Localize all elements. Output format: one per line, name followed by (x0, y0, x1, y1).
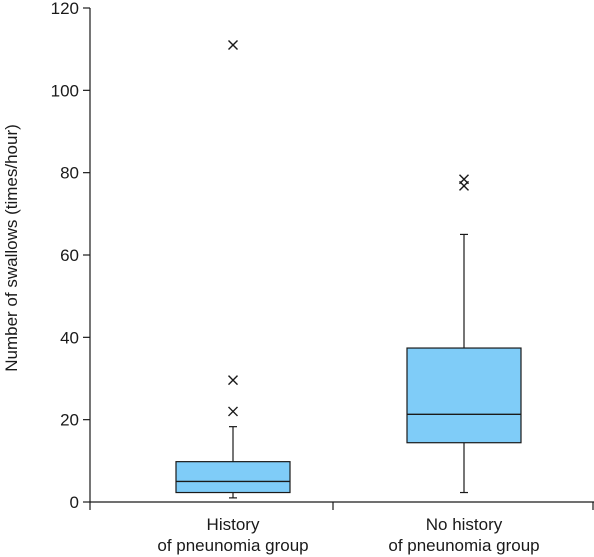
y-tick-label: 60 (60, 246, 79, 265)
y-axis-title: Number of swallows (times/hour) (2, 124, 21, 372)
outlier-marker (228, 375, 238, 386)
outlier-marker (228, 40, 238, 51)
y-tick-label: 80 (60, 164, 79, 183)
box-group (406, 174, 522, 494)
category-label-no-history-line2: of pneunomia group (388, 536, 539, 555)
y-tick-label: 120 (51, 0, 79, 18)
y-tick-label: 0 (70, 493, 79, 512)
y-axis: 0 20 40 60 80 100 120 Number of swallows (time… (2, 0, 91, 512)
y-tick-label: 40 (60, 328, 79, 347)
y-tick-label: 20 (60, 411, 79, 430)
category-label-no-history: No history (426, 515, 503, 534)
iqr-box (406, 347, 522, 444)
box-group (175, 40, 291, 499)
outlier-stroke (459, 174, 469, 185)
outlier-marker (228, 406, 238, 417)
y-ticks: 0 20 40 60 80 100 120 (51, 0, 90, 512)
y-tick-label: 100 (51, 81, 79, 100)
outlier-stroke (228, 375, 238, 386)
iqr-box (175, 461, 291, 494)
category-label-history: History (207, 515, 260, 534)
category-label-history-line2: of pneunomia group (157, 536, 308, 555)
outlier-marker (459, 174, 469, 185)
outlier-stroke (228, 406, 238, 417)
x-axis: History of pneunomia group No history of… (89, 501, 594, 555)
plot-area (175, 40, 522, 499)
outlier-stroke (228, 40, 238, 51)
